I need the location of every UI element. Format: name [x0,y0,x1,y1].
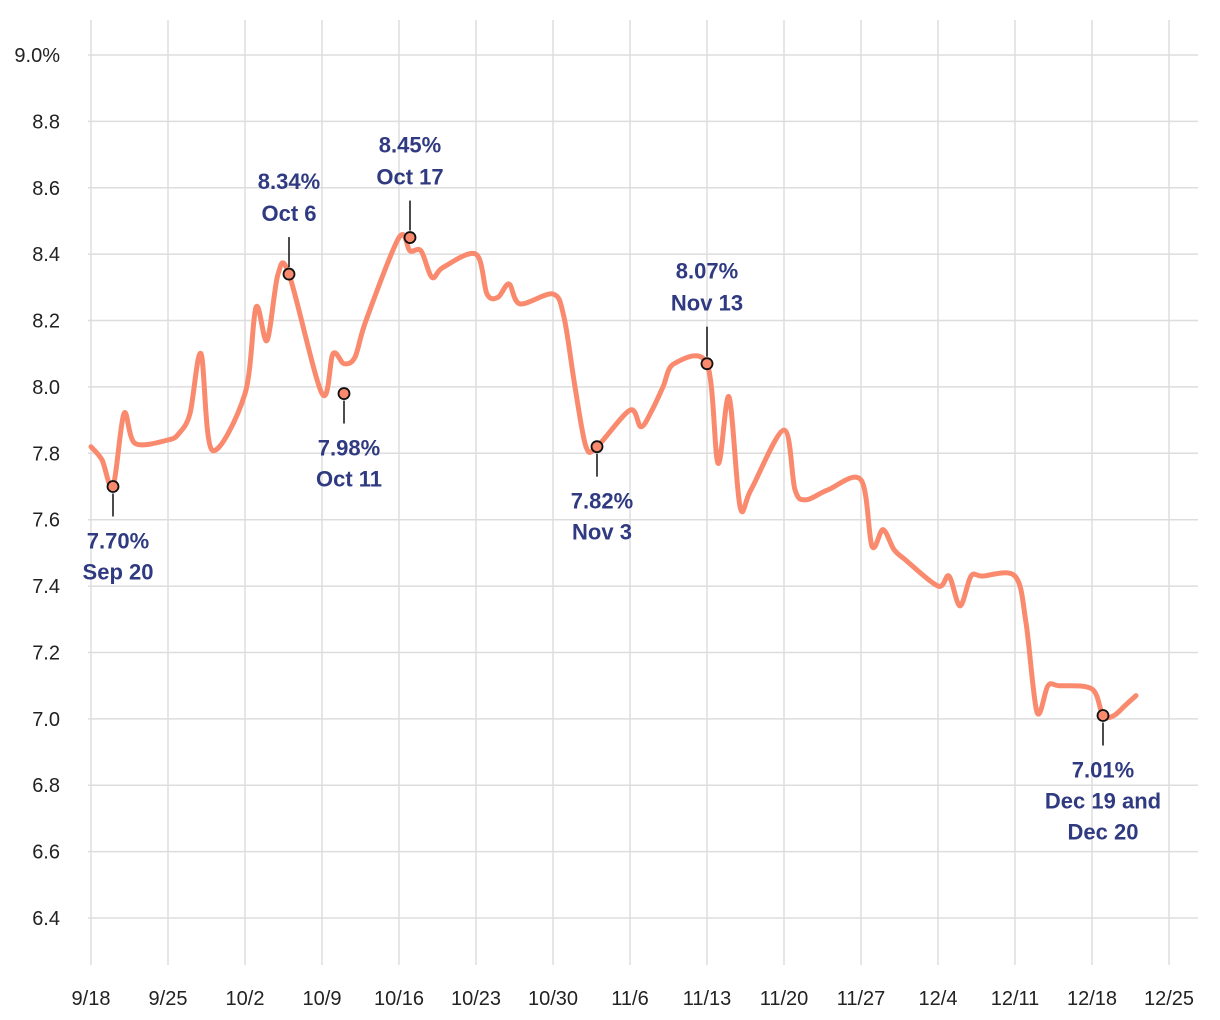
annotation-point-marker [337,387,351,400]
annotation-point-marker [106,480,120,493]
annotation-value-label: 7.82% [571,489,633,514]
annotation-value-label: 8.45% [379,133,441,158]
x-tick-label: 10/9 [303,988,342,1010]
annotation-point-marker [1096,709,1110,722]
x-axis-tick-labels: 9/18 9/25 10/2 10/9 10/16 10/23 10/30 11/6 11/13… [72,988,1195,1010]
y-tick-label: 8.4 [32,244,60,266]
annotation-date-label: Dec 19 and [1045,789,1161,814]
y-tick-label: 6.4 [32,908,60,930]
horizontal-grid-lines [88,54,1198,919]
x-tick-label: 11/6 [611,988,648,1010]
annotation-value-label: 7.98% [318,436,380,461]
x-tick-label: 12/4 [919,988,958,1010]
annotation: 8.34% Oct 6 [258,169,320,281]
annotation-value-label: 7.01% [1072,758,1134,783]
annotation: 8.45% Oct 17 [376,133,444,244]
y-tick-label: 9.0% [14,45,60,67]
y-tick-label: 6.6 [32,842,60,864]
x-tick-label: 10/16 [374,988,424,1010]
annotation-date-label: Sep 20 [83,560,154,585]
y-tick-label: 7.0 [32,709,60,731]
y-tick-label: 8.0 [32,377,60,399]
x-tick-label: 12/18 [1067,988,1117,1010]
y-axis-tick-labels: 6.4 6.6 6.8 7.0 7.2 7.4 7.6 7.8 8.0 8.2 8.4 8.6 8.8 9… [14,45,60,930]
annotation: 7.70% Sep 20 [83,480,154,585]
x-tick-label: 12/25 [1144,988,1194,1010]
annotation-value-label: 7.70% [87,529,149,554]
y-tick-label: 8.6 [32,178,60,200]
y-tick-label: 8.2 [32,311,60,333]
y-tick-label: 7.8 [32,443,60,465]
annotation-date-label: Oct 11 [316,467,382,492]
annotation-value-label: 8.34% [258,169,320,194]
annotation: 7.82% Nov 3 [571,440,633,545]
annotation-date-label: Nov 13 [671,291,743,316]
x-tick-label: 9/18 [72,988,111,1010]
annotation-date-label: Oct 17 [376,165,443,190]
y-tick-label: 7.2 [32,642,60,664]
y-tick-label: 7.6 [32,510,60,532]
x-tick-label: 9/25 [149,988,188,1010]
annotation-point-marker [590,440,604,454]
annotation-date-label: Nov 3 [572,520,632,545]
annotation: 7.98% Oct 11 [316,387,382,492]
annotation-date-label: Dec 20 [1068,820,1139,845]
vertical-grid-lines [90,20,1170,965]
annotation-point-marker [700,357,714,371]
x-tick-label: 11/27 [837,988,886,1010]
y-tick-label: 8.8 [32,111,60,133]
annotation: 8.07% Nov 13 [671,259,743,371]
annotation-value-label: 8.07% [676,259,738,284]
x-tick-label: 11/13 [683,988,732,1010]
annotation-point-marker [282,267,296,281]
x-tick-label: 10/23 [451,988,501,1010]
annotation-date-label: Oct 6 [261,201,316,226]
x-tick-label: 11/20 [760,988,809,1010]
annotation: 7.01% Dec 19 and Dec 20 [1045,709,1161,845]
annotations: 7.70% Sep 20 8.34% Oct 6 7.98% Oct 11 8.45% Oct… [83,133,1162,845]
x-tick-label: 10/2 [226,988,265,1010]
y-tick-label: 7.4 [32,576,60,598]
y-tick-label: 6.8 [32,775,60,797]
annotation-point-marker [403,231,417,244]
x-tick-label: 10/30 [528,988,578,1010]
x-tick-label: 12/11 [991,988,1040,1010]
mortgage-rate-series-line [88,232,1139,721]
